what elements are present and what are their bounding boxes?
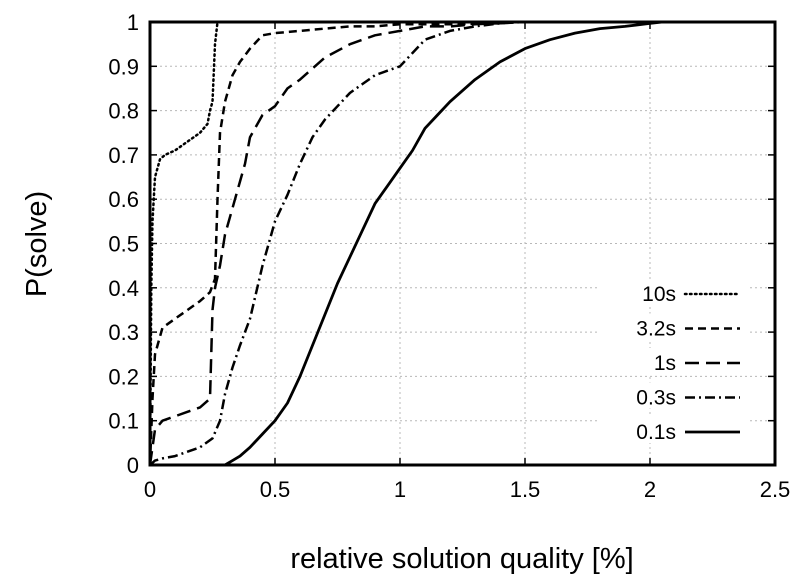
legend-entry-bg: [600, 279, 750, 305]
legend-label: 0.3s: [636, 387, 676, 410]
legend-label: 10s: [642, 283, 676, 306]
y-tick-label: 0: [127, 453, 139, 478]
legend-entry-bg: [600, 348, 750, 374]
series-line-3-2s: [148, 20, 525, 466]
y-tick-label: 0.7: [108, 143, 139, 168]
series-line-0-3s: [149, 20, 526, 466]
x-tick-label: 2: [644, 477, 656, 502]
series-lines: [148, 20, 675, 467]
x-tick-label: 0.5: [260, 477, 291, 502]
x-axis-label: relative solution quality [%]: [290, 543, 633, 575]
x-tick-label: 2.5: [760, 477, 791, 502]
series-line-0-1s: [224, 20, 675, 467]
legend-label: 1s: [654, 352, 676, 375]
y-axis-label: P(solve): [21, 191, 53, 297]
y-tick-label: 0.9: [108, 54, 139, 79]
y-tick-label: 0.2: [108, 364, 139, 389]
legend-label: 0.1s: [636, 421, 676, 444]
legend-entry-bg: [600, 313, 750, 340]
series-line-1s: [148, 20, 525, 466]
y-tick-label: 0.5: [108, 232, 139, 257]
y-tick-label: 0.6: [108, 187, 139, 212]
series-line-10s: [148, 20, 227, 467]
y-tick-label: 0.1: [108, 409, 139, 434]
x-tick-label: 0: [144, 477, 156, 502]
legend-label: 3.2s: [636, 318, 676, 341]
y-tick-label: 0.8: [108, 99, 139, 124]
axis-ticks: 0 0.5 1 1.5 2 2.5 0 0.1 0.2 0.3 0.4 0.5 0.6 0.7 0.8 0.9…: [108, 10, 790, 502]
legend-entry-bg: [600, 417, 750, 443]
y-tick-label: 0.4: [108, 276, 139, 301]
legend-entry-bg: [600, 382, 750, 409]
legend: 10s 3.2s 1s 0.3s 0.1s: [600, 279, 750, 444]
x-tick-label: 1: [394, 477, 406, 502]
y-tick-label: 0.3: [108, 320, 139, 345]
y-tick-label: 1: [127, 10, 139, 35]
x-tick-label: 1.5: [510, 477, 541, 502]
